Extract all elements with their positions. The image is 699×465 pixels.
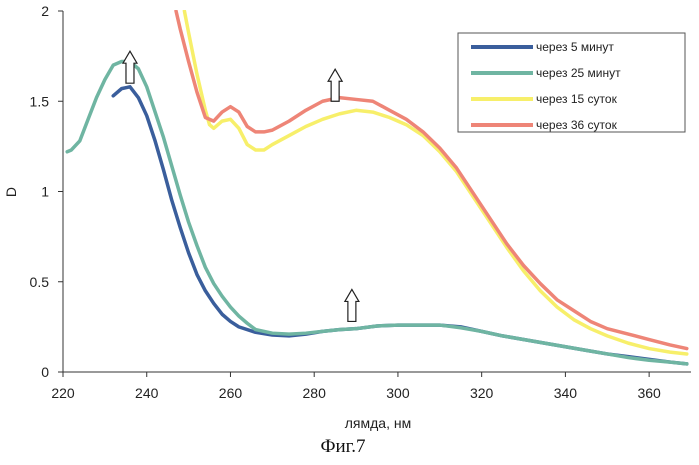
x-tick-label: 300 [386, 385, 410, 401]
legend-label-2: через 25 минут [536, 66, 621, 80]
x-tick-label: 360 [637, 385, 661, 401]
legend: через 5 минут через 25 минут через 15 суто… [458, 33, 685, 132]
legend-label-4: через 36 суток [536, 118, 618, 132]
up-arrow-annotation-3 [345, 289, 359, 321]
y-tick-label: 1.5 [30, 93, 50, 109]
y-tick-label: 2 [41, 3, 49, 19]
annotation-arrows [123, 51, 359, 321]
legend-label-1: через 5 минут [536, 40, 614, 54]
x-tick-label: 280 [303, 385, 327, 401]
x-axis-title: лямда, нм [345, 415, 411, 431]
x-tick-label: 240 [135, 385, 159, 401]
y-tick-label: 1 [41, 184, 49, 200]
legend-label-3: через 15 суток [536, 92, 618, 106]
y-tick-label: 0.5 [30, 274, 50, 290]
x-tick-label: 260 [219, 385, 243, 401]
x-tick-label: 220 [51, 385, 75, 401]
figure-caption: Фиг.7 [320, 436, 365, 457]
y-axis-title: D [3, 187, 19, 197]
x-tick-label: 340 [554, 385, 578, 401]
x-tick-label: 320 [470, 385, 494, 401]
y-tick-label: 0 [41, 364, 49, 380]
